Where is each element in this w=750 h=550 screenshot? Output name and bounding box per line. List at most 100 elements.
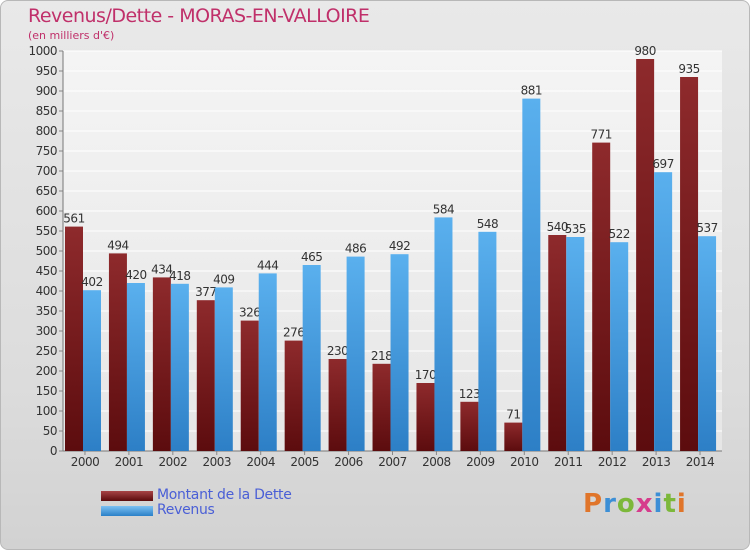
bar-revenus — [478, 231, 497, 451]
y-tick-label: 800 — [36, 124, 57, 138]
y-tick-label: 900 — [36, 84, 57, 98]
y-tick-label: 950 — [36, 64, 57, 78]
data-label-revenus: 402 — [81, 275, 102, 289]
x-tick-label: 2003 — [202, 455, 231, 469]
x-tick-label: 2002 — [159, 455, 188, 469]
bar-revenus — [522, 98, 541, 451]
bar-dette — [328, 359, 347, 451]
y-tick-label: 150 — [36, 384, 57, 398]
bar-revenus — [390, 254, 409, 451]
y-tick-label: 850 — [36, 104, 57, 118]
data-label-dette: 494 — [107, 238, 128, 252]
y-tick-label: 50 — [43, 424, 57, 438]
data-label-dette: 326 — [239, 306, 260, 320]
bar-revenus — [170, 283, 189, 451]
bar-revenus — [258, 273, 277, 451]
chart-subtitle: (en milliers d'€) — [28, 29, 115, 42]
y-tick-label: 750 — [36, 144, 57, 158]
bar-dette — [196, 300, 215, 451]
data-label-dette: 434 — [151, 262, 172, 276]
data-label-revenus: 548 — [477, 217, 498, 231]
legend-swatch-revenus — [101, 506, 153, 516]
y-tick-label: 300 — [36, 324, 57, 338]
bar-dette — [372, 363, 391, 451]
x-tick-label: 2011 — [554, 455, 583, 469]
y-tick-label: 100 — [36, 404, 57, 418]
bar-revenus — [346, 256, 365, 451]
x-tick-label: 2001 — [115, 455, 144, 469]
x-tick-label: 2004 — [246, 455, 275, 469]
y-tick-label: 250 — [36, 344, 57, 358]
bar-dette — [636, 59, 655, 451]
x-tick-label: 2014 — [686, 455, 715, 469]
data-label-revenus: 584 — [433, 202, 454, 216]
data-label-dette: 71 — [506, 408, 520, 422]
data-label-revenus: 409 — [213, 272, 234, 286]
data-label-dette: 561 — [63, 212, 84, 226]
y-tick-label: 350 — [36, 304, 57, 318]
y-tick-label: 400 — [36, 284, 57, 298]
bar-dette — [680, 77, 699, 451]
y-tick-label: 200 — [36, 364, 57, 378]
x-tick-label: 2005 — [290, 455, 319, 469]
legend-label-dette: Montant de la Dette — [157, 487, 292, 503]
data-label-revenus: 418 — [169, 269, 190, 283]
data-label-dette: 218 — [371, 349, 392, 363]
data-label-revenus: 535 — [565, 222, 586, 236]
bar-dette — [592, 142, 611, 451]
data-label-dette: 230 — [327, 344, 348, 358]
data-label-revenus: 522 — [608, 227, 629, 241]
bar-dette — [416, 383, 435, 451]
bar-revenus — [302, 265, 321, 451]
proxiti-logo: Proxiti — [583, 489, 687, 519]
bar-revenus — [654, 172, 673, 451]
data-label-revenus: 465 — [301, 250, 322, 264]
y-tick-label: 700 — [36, 164, 57, 178]
bar-dette — [284, 340, 303, 451]
data-label-revenus: 492 — [389, 239, 410, 253]
y-tick-label: 500 — [36, 244, 57, 258]
x-tick-label: 2000 — [71, 455, 100, 469]
bar-revenus — [126, 283, 145, 451]
x-tick-label: 2006 — [334, 455, 363, 469]
data-label-dette: 980 — [634, 44, 655, 58]
data-label-revenus: 881 — [521, 84, 542, 98]
data-label-dette: 540 — [547, 220, 568, 234]
data-label-dette: 377 — [195, 285, 216, 299]
y-tick-label: 450 — [36, 264, 57, 278]
bar-revenus — [610, 242, 629, 451]
data-label-dette: 123 — [459, 387, 480, 401]
data-label-dette: 170 — [415, 368, 436, 382]
y-tick-label: 650 — [36, 184, 57, 198]
y-tick-label: 550 — [36, 224, 57, 238]
data-label-dette: 276 — [283, 326, 304, 340]
bar-revenus — [83, 290, 101, 451]
y-tick-label: 1000 — [28, 44, 57, 58]
data-label-revenus: 444 — [257, 258, 278, 272]
x-tick-label: 2008 — [422, 455, 451, 469]
x-tick-label: 2009 — [466, 455, 495, 469]
bar-dette — [152, 277, 171, 451]
bar-dette — [504, 422, 523, 451]
legend-label-revenus: Revenus — [157, 502, 215, 518]
data-label-revenus: 486 — [345, 242, 366, 256]
bar-dette — [548, 235, 567, 451]
bar-dette — [65, 226, 83, 451]
bar-revenus — [214, 287, 233, 451]
x-tick-label: 2007 — [378, 455, 407, 469]
x-tick-label: 2013 — [642, 455, 671, 469]
bar-dette — [108, 253, 127, 451]
legend-swatch-dette — [101, 491, 153, 501]
y-tick-label: 600 — [36, 204, 57, 218]
y-tick-label: 0 — [50, 444, 57, 458]
bar-revenus — [698, 236, 717, 451]
bar-dette — [240, 320, 259, 451]
data-label-dette: 771 — [590, 128, 611, 142]
data-label-revenus: 537 — [696, 221, 717, 235]
data-label-revenus: 697 — [652, 157, 673, 171]
bar-dette — [460, 401, 479, 451]
bar-revenus — [434, 217, 453, 451]
x-tick-label: 2010 — [510, 455, 539, 469]
